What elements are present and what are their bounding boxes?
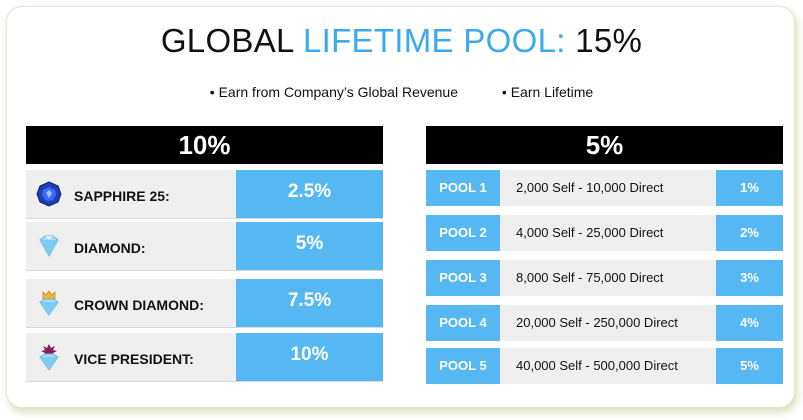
pool-percent: 2% <box>716 215 783 251</box>
pool-row-4: POOL 4 20,000 Self - 250,000 Direct 4% <box>426 305 783 341</box>
rank-value: 5% <box>236 222 383 270</box>
bullet-list: • Earn from Company’s Global Revenue • E… <box>0 84 803 100</box>
page-title: GLOBAL LIFETIME POOL: 15% <box>0 22 803 60</box>
pool-row-3: POOL 3 8,000 Self - 75,000 Direct 3% <box>426 260 783 296</box>
pool-row-5: POOL 5 40,000 Self - 500,000 Direct 5% <box>426 348 783 384</box>
pool-label: POOL 5 <box>426 348 500 384</box>
diamond-icon <box>39 235 59 258</box>
left-panel-header: 10% <box>26 126 383 164</box>
bullet-earn-lifetime: • Earn Lifetime <box>501 84 594 100</box>
rank-value: 10% <box>236 333 383 381</box>
rank-label: DIAMOND: <box>74 240 146 256</box>
rank-row-sapphire: SAPPHIRE 25: 2.5% <box>26 170 383 219</box>
pool-label: POOL 1 <box>426 170 500 206</box>
rank-value: 7.5% <box>236 279 383 327</box>
rank-row-vice-president: VICE PRESIDENT: 10% <box>26 333 383 382</box>
sapphire-gem-icon <box>36 181 62 207</box>
pool-percent: 1% <box>716 170 783 206</box>
pool-percent: 5% <box>716 348 783 384</box>
pool-requirement: 40,000 Self - 500,000 Direct <box>516 358 678 373</box>
pool-label: POOL 3 <box>426 260 500 296</box>
pool-row-1: POOL 1 2,000 Self - 10,000 Direct 1% <box>426 170 783 206</box>
pool-requirement: 4,000 Self - 25,000 Direct <box>516 225 664 240</box>
title-part-global: GLOBAL <box>160 22 294 59</box>
rank-value: 2.5% <box>236 170 383 218</box>
pool-label: POOL 2 <box>426 215 500 251</box>
pool-label: POOL 4 <box>426 305 500 341</box>
title-part-lifetime-pool: LIFETIME POOL: <box>302 22 566 59</box>
star-diamond-icon <box>39 344 59 370</box>
bullet-global-revenue: • Earn from Company’s Global Revenue <box>209 84 459 100</box>
rank-row-crown-diamond: CROWN DIAMOND: 7.5% <box>26 279 383 328</box>
title-part-percent: 15% <box>575 22 643 59</box>
pool-requirement: 2,000 Self - 10,000 Direct <box>516 180 664 195</box>
pool-row-2: POOL 2 4,000 Self - 25,000 Direct 2% <box>426 215 783 251</box>
rank-label: SAPPHIRE 25: <box>74 188 170 204</box>
pool-percent: 3% <box>716 260 783 296</box>
pool-percent: 4% <box>716 305 783 341</box>
rank-label: CROWN DIAMOND: <box>74 297 204 313</box>
rank-label: VICE PRESIDENT: <box>74 351 194 367</box>
pool-requirement: 8,000 Self - 75,000 Direct <box>516 270 664 285</box>
crown-diamond-icon <box>39 290 59 316</box>
right-panel-header: 5% <box>426 126 783 164</box>
pool-requirement: 20,000 Self - 250,000 Direct <box>516 315 678 330</box>
rank-row-diamond: DIAMOND: 5% <box>26 222 383 271</box>
